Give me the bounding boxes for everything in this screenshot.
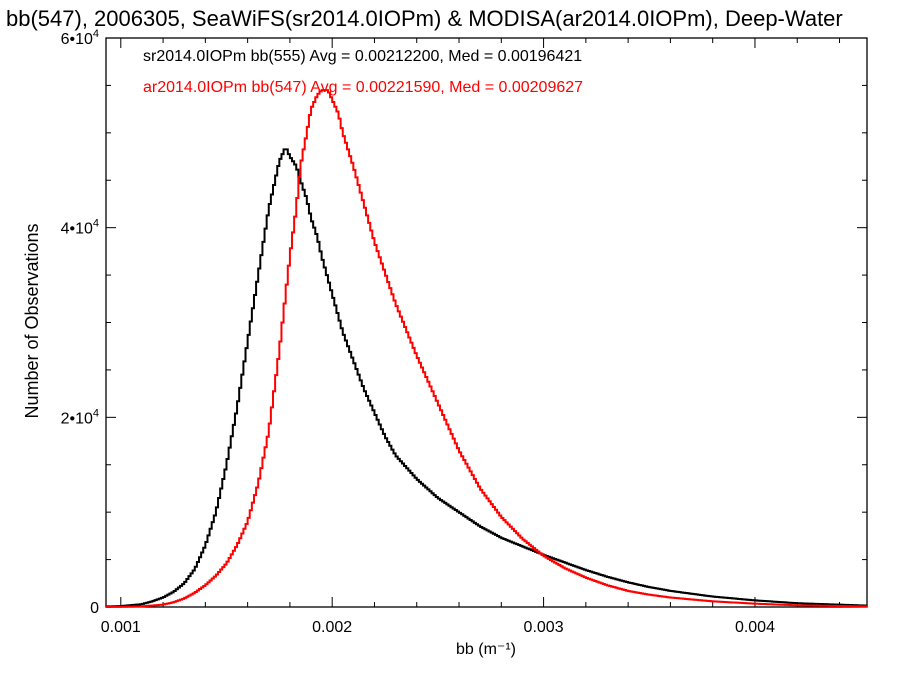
x-tick-label: 0.004 [735, 619, 775, 636]
axis-ticks [106, 37, 867, 608]
chart-title: bb(547), 2006305, SeaWiFS(sr2014.0IOPm) … [6, 6, 843, 31]
legend-entry-sr2014: sr2014.0IOPm bb(555) Avg = 0.00212200, M… [143, 48, 582, 65]
y-tick-label: 4•104 [61, 218, 99, 238]
series-line-sr2014 [106, 148, 867, 608]
x-axis-label: bb (m⁻¹) [456, 641, 516, 658]
y-tick-label: 6•104 [61, 28, 99, 48]
series-layer [106, 89, 867, 608]
plot-frame [105, 37, 868, 608]
legend: sr2014.0IOPm bb(555) Avg = 0.00212200, M… [143, 48, 583, 96]
x-tick-label: 0.002 [312, 619, 352, 636]
y-tick-label: 0 [90, 600, 99, 617]
x-tick-label: 0.001 [101, 619, 141, 636]
tick-labels: 0.001 0.002 0.003 0.004 0 2•104 4•104 6•104 [61, 28, 776, 636]
y-axis-label: Number of Observations [22, 223, 42, 418]
x-tick-label: 0.003 [524, 619, 564, 636]
legend-entry-ar2014: ar2014.0IOPm bb(547) Avg = 0.00221590, M… [143, 79, 583, 96]
y-tick-label: 2•104 [61, 407, 99, 427]
series-line-ar2014 [106, 89, 867, 608]
